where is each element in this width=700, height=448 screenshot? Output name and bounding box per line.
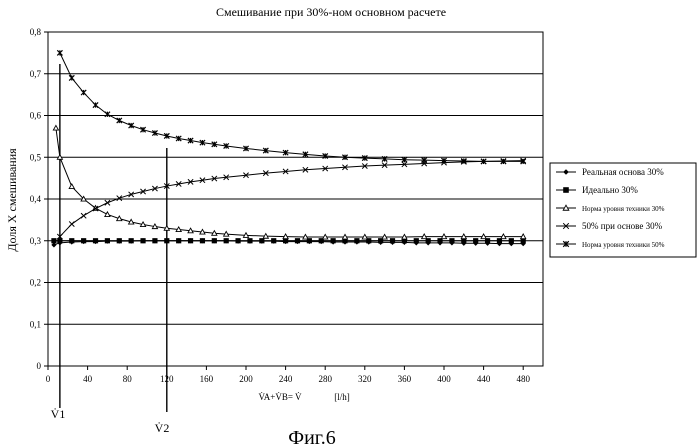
x-tick-label-2: 80 [123, 374, 133, 384]
series-2-point-2 [69, 184, 74, 189]
series-1-point-19 [271, 238, 276, 243]
series-1-point-5 [105, 238, 110, 243]
legend-label-4: Норма уровня техники 50% [582, 241, 665, 249]
series-1-point-34 [449, 238, 454, 243]
y-tick-label-2: 0,2 [30, 278, 41, 288]
v2-label: V̇2 [155, 421, 170, 435]
series-4-point-1 [69, 75, 74, 80]
series-1-point-26 [354, 238, 359, 243]
x-tick-label-0: 0 [46, 374, 51, 384]
series-3-point-2 [81, 213, 86, 218]
legend-label-0: Реальная основа 30% [582, 167, 664, 177]
series-1-point-13 [200, 238, 205, 243]
x-tick-labels: 04080120160200240280320360400440480 [46, 366, 531, 384]
series-2-line [56, 128, 523, 237]
series-4-point-5 [117, 118, 122, 123]
series-2-point-5 [105, 212, 110, 217]
chart-title: Смешивание при 30%-ном основном расчете [216, 5, 446, 19]
series-4-point-6 [129, 123, 134, 128]
x-tick-label-4: 160 [200, 374, 214, 384]
series-4 [57, 50, 526, 164]
series-1-point-15 [224, 238, 229, 243]
series-1-point-39 [509, 238, 514, 243]
series-1-point-18 [259, 238, 264, 243]
series-1-point-4 [93, 238, 98, 243]
series-1-point-9 [152, 238, 157, 243]
series-4-point-3 [93, 102, 98, 107]
v1-label: V̇1 [51, 407, 66, 421]
y-tick-label-5: 0,5 [30, 152, 42, 162]
flow-markers [60, 64, 167, 412]
y-tick-label-3: 0,3 [30, 236, 42, 246]
grid-lines [48, 32, 543, 324]
series-1-point-3 [81, 238, 86, 243]
series-1-point-6 [117, 238, 122, 243]
x-tick-label-7: 280 [318, 374, 332, 384]
series-1-point-10 [164, 238, 169, 243]
legend-marker-1 [563, 187, 569, 193]
series-1-point-7 [129, 238, 134, 243]
x-tick-label-6: 240 [279, 374, 293, 384]
series-0 [51, 238, 525, 247]
x-axis-unit: [l/h] [334, 392, 350, 402]
series-group [51, 50, 525, 247]
series-1-point-21 [295, 238, 300, 243]
legend: Реальная основа 30% Идеально 30% Норма уро… [550, 163, 696, 257]
series-1-point-31 [414, 238, 419, 243]
legend-label-3: 50% при основе 30% [582, 221, 663, 231]
x-tick-label-5: 200 [239, 374, 253, 384]
series-2-point-0 [53, 125, 58, 130]
series-1-point-14 [212, 238, 217, 243]
figure-caption: Фиг.6 [288, 427, 335, 448]
x-tick-label-1: 40 [83, 374, 93, 384]
x-tick-label-11: 440 [477, 374, 491, 384]
y-tick-label-8: 0,8 [30, 27, 42, 37]
y-tick-label-6: 0,6 [30, 111, 42, 121]
series-1-point-16 [235, 238, 240, 243]
series-4-line [60, 53, 523, 162]
series-3-point-1 [69, 221, 74, 226]
series-1-point-24 [331, 238, 336, 243]
x-tick-label-8: 320 [358, 374, 372, 384]
series-1-point-2 [69, 238, 74, 243]
y-tick-labels: 0 0,1 0,2 0,3 0,4 0,5 0,6 0,7 0,8 [30, 27, 48, 371]
series-1-point-12 [188, 238, 193, 243]
series-1-point-29 [390, 238, 395, 243]
x-axis-label: V̇A+V̇B= V̇ [258, 392, 302, 402]
series-4-point-0 [57, 50, 62, 55]
series-1-point-11 [176, 238, 181, 243]
x-tick-label-12: 480 [516, 374, 530, 384]
series-2 [53, 125, 525, 239]
y-tick-label-0: 0 [37, 361, 42, 371]
series-1-point-8 [140, 238, 145, 243]
y-tick-label-7: 0,7 [30, 69, 42, 79]
series-1-point-17 [247, 238, 252, 243]
x-tick-label-9: 360 [398, 374, 412, 384]
series-1-point-36 [473, 238, 478, 243]
y-tick-label-1: 0,1 [30, 319, 41, 329]
series-3-point-5 [117, 196, 122, 201]
x-tick-label-10: 400 [437, 374, 451, 384]
series-1-point-0 [51, 238, 56, 243]
series-4-point-2 [81, 90, 86, 95]
y-tick-label-4: 0,4 [30, 194, 42, 204]
legend-label-1: Идеально 30% [582, 185, 638, 195]
y-axis-label: Доля X смешивания [5, 148, 19, 252]
series-3-point-4 [105, 200, 110, 205]
legend-label-2: Норма уровня техники 30% [582, 205, 665, 213]
series-4-point-4 [105, 112, 110, 117]
